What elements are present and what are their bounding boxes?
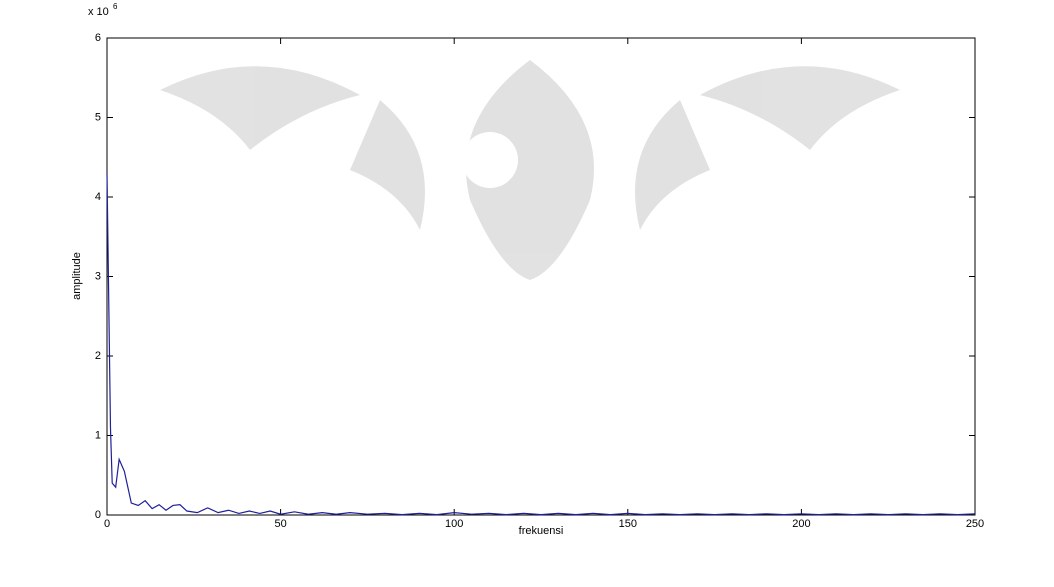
x-axis-label: frekuensi xyxy=(519,525,564,537)
page: {"chart_data": { "type": "line", "x_labe… xyxy=(0,0,1054,587)
x-tick-label: 150 xyxy=(619,518,637,530)
y-tick-label: 6 xyxy=(95,32,101,44)
y-axis-label: amplitude xyxy=(71,252,83,300)
x-tick-label: 100 xyxy=(445,518,463,530)
y-tick-label: 3 xyxy=(95,270,101,282)
x-tick-label: 200 xyxy=(792,518,810,530)
y-multiplier-exponent: 6 xyxy=(113,2,118,11)
x-tick-label: 250 xyxy=(966,518,984,530)
x-tick-label: 50 xyxy=(274,518,286,530)
y-tick-label: 2 xyxy=(95,350,101,362)
watermark-hole xyxy=(462,132,518,188)
y-tick-label: 4 xyxy=(95,191,101,203)
y-tick-label: 0 xyxy=(95,509,101,521)
y-multiplier: x 10 xyxy=(88,6,109,18)
y-tick-label: 1 xyxy=(95,429,101,441)
x-tick-label: 0 xyxy=(104,518,110,530)
y-tick-label: 5 xyxy=(95,111,101,123)
chart: x 10 6 frekuensi amplitude 0501001502002… xyxy=(0,0,1054,587)
